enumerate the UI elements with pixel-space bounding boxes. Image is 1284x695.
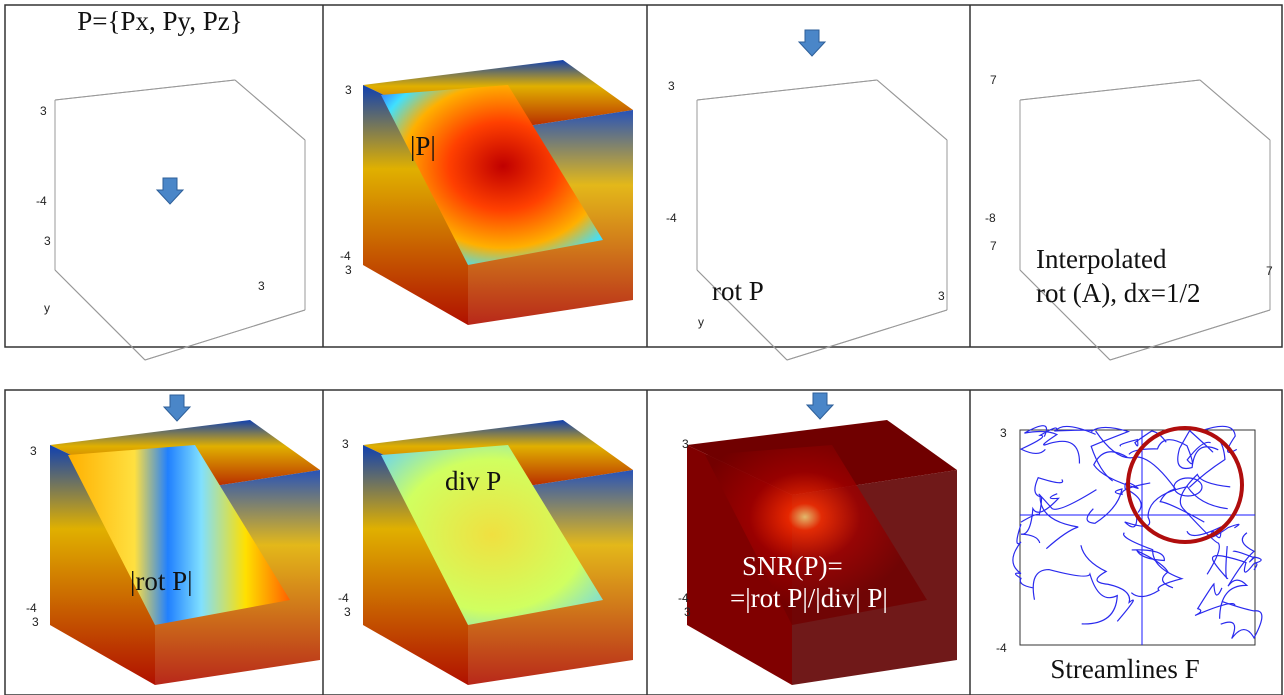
tick-label: 3 — [258, 279, 265, 293]
box-edge — [1110, 310, 1270, 360]
tick-label: 3 — [668, 79, 675, 93]
tick-label: -8 — [985, 211, 996, 225]
figure: P={Px, Py, Pz} 3 -4 3 y 3 |P| 3 -4 3 rot… — [0, 0, 1284, 695]
tick-label: 7 — [1266, 264, 1273, 278]
tick-label: y — [698, 315, 704, 329]
box-edge — [877, 80, 947, 140]
tick-label: 3 — [32, 615, 39, 629]
panel-label: Streamlines F — [1050, 654, 1199, 684]
marker-arrow — [157, 178, 183, 204]
tick-label: 3 — [342, 437, 349, 451]
panel-label: |rot P| — [130, 566, 193, 596]
box-edge — [1020, 80, 1200, 100]
tick-label: 3 — [682, 437, 689, 451]
panel-label: div P — [445, 466, 501, 496]
tick-label: 3 — [40, 104, 47, 118]
panel-label: Interpolated — [1036, 244, 1167, 274]
tick-label: 3 — [684, 605, 691, 619]
tick-label: -4 — [678, 591, 689, 605]
box-edge — [787, 310, 947, 360]
marker-arrow — [799, 30, 825, 56]
panel-label: SNR(P)= — [742, 551, 843, 581]
box-edge — [1200, 80, 1270, 140]
decoration — [5, 5, 1282, 695]
marker-arrow — [164, 395, 190, 421]
marker-arrow — [807, 393, 833, 419]
panel-label: P={Px, Py, Pz} — [77, 6, 242, 36]
panel-label: rot P — [712, 276, 764, 306]
tick-label: 3 — [345, 263, 352, 277]
tick-label: y — [44, 301, 50, 315]
tick-label: 3 — [30, 444, 37, 458]
panel-label: =|rot P|/|div| P| — [730, 583, 888, 613]
tick-label: 7 — [990, 73, 997, 87]
box-edge — [55, 80, 235, 100]
tick-label: 3 — [44, 234, 51, 248]
box-edge — [145, 310, 305, 360]
panel-label: |P| — [410, 131, 436, 161]
tick-label: 7 — [990, 239, 997, 253]
tick-label: -4 — [666, 211, 677, 225]
tick-label: 3 — [344, 605, 351, 619]
tick-label: 3 — [938, 289, 945, 303]
tick-label: -4 — [340, 249, 351, 263]
box-edge — [697, 80, 877, 100]
tick-label: -4 — [26, 601, 37, 615]
tick-label: -4 — [996, 641, 1007, 655]
tick-label: -4 — [36, 194, 47, 208]
tick-label: 3 — [345, 83, 352, 97]
box-edge — [235, 80, 305, 140]
panel-label: rot (A), dx=1/2 — [1036, 278, 1200, 308]
tick-label: -4 — [338, 591, 349, 605]
tick-label: 3 — [1000, 426, 1007, 440]
